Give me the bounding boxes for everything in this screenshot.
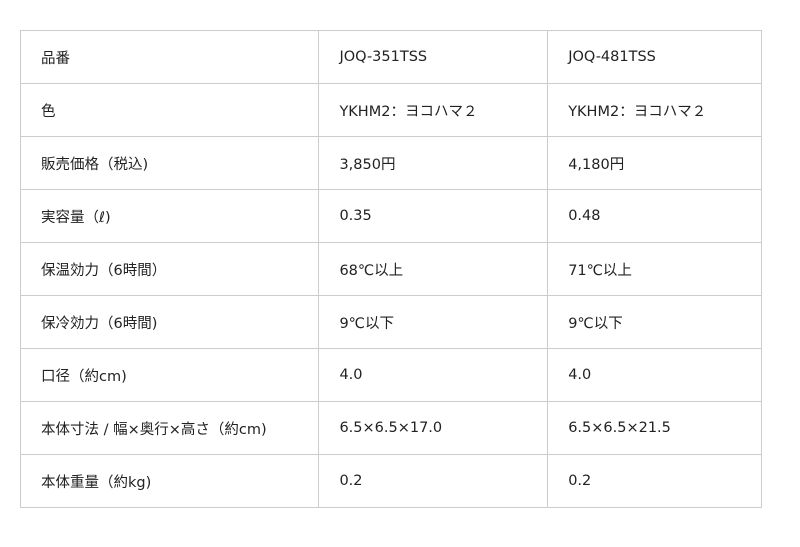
spec-label: 本体重量（約kg)	[19, 454, 320, 508]
spec-label: 保冷効力（6時間)	[19, 295, 320, 349]
spec-value-joq-351tss: 0.2	[318, 454, 549, 508]
table-row: 保温効力（6時間） 68℃以上 71℃以上	[19, 242, 762, 296]
spec-table: 品番 JOQ-351TSS JOQ-481TSS 色 YKHM2：ヨコハマ２ YKHM2：…	[19, 30, 762, 508]
table-row: 保冷効力（6時間) 9℃以下 9℃以下	[19, 295, 762, 349]
spec-label: 本体寸法 / 幅×奥行×高さ（約cm)	[19, 401, 320, 455]
spec-value-joq-481tss: 6.5×6.5×21.5	[547, 401, 762, 455]
spec-value-joq-351tss: 0.35	[318, 189, 549, 243]
spec-value-joq-481tss: 0.2	[547, 454, 762, 508]
spec-label: 販売価格（税込)	[19, 136, 320, 190]
spec-value-joq-351tss: YKHM2：ヨコハマ２	[318, 83, 549, 137]
spec-value-joq-481tss: 9℃以下	[547, 295, 762, 349]
spec-value-joq-481tss: YKHM2：ヨコハマ２	[547, 83, 762, 137]
spec-label: 色	[19, 83, 320, 137]
table-row: 品番 JOQ-351TSS JOQ-481TSS	[19, 30, 762, 84]
spec-value-joq-481tss: 0.48	[547, 189, 762, 243]
spec-value-joq-351tss: 4.0	[318, 348, 549, 402]
spec-value-joq-351tss: 9℃以下	[318, 295, 549, 349]
table-row: 本体寸法 / 幅×奥行×高さ（約cm) 6.5×6.5×17.0 6.5×6.5×2…	[19, 401, 762, 455]
table-row: 実容量（ℓ) 0.35 0.48	[19, 189, 762, 243]
spec-label: 品番	[19, 30, 320, 84]
spec-value-joq-351tss: 3,850円	[318, 136, 549, 190]
spec-label: 口径（約cm)	[19, 348, 320, 402]
spec-value-joq-481tss: JOQ-481TSS	[547, 30, 762, 84]
table-row: 色 YKHM2：ヨコハマ２ YKHM2：ヨコハマ２	[19, 83, 762, 137]
spec-value-joq-481tss: 4.0	[547, 348, 762, 402]
spec-value-joq-351tss: 6.5×6.5×17.0	[318, 401, 549, 455]
spec-value-joq-481tss: 4,180円	[547, 136, 762, 190]
spec-value-joq-351tss: 68℃以上	[318, 242, 549, 296]
table-row: 本体重量（約kg) 0.2 0.2	[19, 454, 762, 508]
spec-label: 実容量（ℓ)	[19, 189, 320, 243]
spec-label: 保温効力（6時間）	[19, 242, 320, 296]
spec-value-joq-481tss: 71℃以上	[547, 242, 762, 296]
table-row: 口径（約cm) 4.0 4.0	[19, 348, 762, 402]
spec-value-joq-351tss: JOQ-351TSS	[318, 30, 549, 84]
table-row: 販売価格（税込) 3,850円 4,180円	[19, 136, 762, 190]
